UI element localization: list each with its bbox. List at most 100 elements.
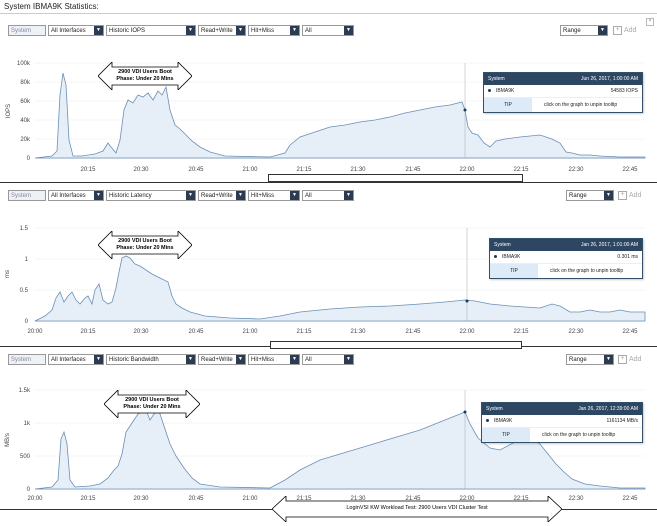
chevron-down-icon: ▼ <box>344 355 353 364</box>
boot-phase-annotation: 2900 VDI Users Boot Phase: Under 20 Mins <box>98 62 192 90</box>
x-tick: 22:30 <box>568 496 584 502</box>
hitmiss-select[interactable]: Hit+Miss ▼ <box>248 190 300 201</box>
y-tick: 60k <box>20 99 31 105</box>
plus-icon: + <box>618 354 627 364</box>
range-select[interactable]: Range ▼ <box>560 25 608 36</box>
x-tick: 22:15 <box>513 329 529 335</box>
x-tick: 22:15 <box>513 167 529 173</box>
x-tick: 22:00 <box>459 496 475 502</box>
add-button[interactable]: + Add <box>613 25 636 36</box>
y-tick: 0 <box>27 487 31 493</box>
filter-select[interactable]: All ▼ <box>302 25 354 36</box>
tooltip-row: IBMA9K 0.301 ms <box>490 251 642 264</box>
x-tick: 21:30 <box>350 329 366 335</box>
y-axis-label: MB/s <box>5 433 11 447</box>
y-tick: 0.5 <box>20 288 29 294</box>
workload-test-text: LoginVSI KW Workload Test: 2900 Users VD… <box>346 505 488 511</box>
x-tick: 20:00 <box>27 329 43 335</box>
iops-scrollbar[interactable] <box>0 182 657 183</box>
readwrite-select[interactable]: Read+Write ▼ <box>198 25 246 36</box>
chevron-down-icon: ▼ <box>94 26 103 35</box>
readwrite-select[interactable]: Read+Write ▼ <box>198 354 246 365</box>
x-tick: 21:15 <box>296 496 312 502</box>
chevron-down-icon: ▼ <box>344 26 353 35</box>
chevron-down-icon: ▼ <box>186 26 195 35</box>
x-tick: 22:00 <box>459 167 475 173</box>
workload-test-annotation: LoginVSI KW Workload Test: 2900 Users VD… <box>272 496 562 522</box>
iops-tooltip[interactable]: System Jun 26, 2017, 1:00:00 AM IBMA9K 545… <box>483 72 643 113</box>
y-tick: 80k <box>20 80 31 86</box>
plus-icon: + <box>618 190 627 200</box>
iops-toolbar: System All Interfaces ▼ Historic IOPS ▼ Re… <box>6 25 646 37</box>
chevron-down-icon: ▼ <box>186 355 195 364</box>
readwrite-select[interactable]: Read+Write ▼ <box>198 190 246 201</box>
range-select[interactable]: Range ▼ <box>566 190 614 201</box>
boot-phase-annotation: 2900 VDI Users Boot Phase: Under 20 Mins <box>104 390 200 418</box>
chevron-down-icon: ▼ <box>604 191 613 200</box>
latency-chart[interactable]: 1.5 1 0.5 0 ms 20:00 20:15 20:30 20:45 2… <box>0 222 657 340</box>
bandwidth-tooltip[interactable]: System Jan 26, 2017, 12:39:00 AM IBMA9K 11… <box>481 402 643 443</box>
x-tick: 21:00 <box>242 167 258 173</box>
x-tick: 21:00 <box>242 329 258 335</box>
range-select[interactable]: Range ▼ <box>566 354 614 365</box>
x-tick: 21:15 <box>296 329 312 335</box>
iops-range-slider[interactable] <box>268 174 523 182</box>
iops-chart[interactable]: 100k 80k 60k 40k 20k 0 IOPS 20:15 20:30 … <box>0 55 657 183</box>
x-tick: 22:30 <box>568 329 584 335</box>
tooltip-footer: TIP click on the graph to unpin tooltip <box>490 264 642 278</box>
filter-select[interactable]: All ▼ <box>302 354 354 365</box>
add-button[interactable]: + Add <box>618 354 641 365</box>
x-tick: 22:45 <box>622 329 638 335</box>
chevron-down-icon: ▼ <box>604 355 613 364</box>
series-dot-icon <box>488 89 491 93</box>
interfaces-select[interactable]: All Interfaces ▼ <box>48 190 104 201</box>
system-select[interactable]: System <box>8 25 46 36</box>
x-tick: 20:00 <box>27 496 43 502</box>
x-tick: 20:30 <box>133 496 149 502</box>
y-tick: 1.5 <box>20 226 29 232</box>
latency-tooltip[interactable]: System Jan 26, 2017, 1:01:00 AM IBMA9K 0.3… <box>489 238 643 279</box>
series-dot-icon <box>486 419 489 423</box>
hitmiss-select[interactable]: Hit+Miss ▼ <box>248 354 300 365</box>
x-tick: 21:45 <box>405 329 421 335</box>
y-axis-label: IOPS <box>6 104 12 118</box>
metric-select[interactable]: Historic IOPS ▼ <box>106 25 196 36</box>
annotation-text: 2900 VDI Users Boot Phase: Under 20 Mins <box>123 397 181 410</box>
bandwidth-chart[interactable]: 1.5k 1k 500 0 MB/s 20:00 20:15 20:30 20:… <box>0 384 657 502</box>
system-select[interactable]: System <box>8 354 46 365</box>
iops-area <box>34 72 646 159</box>
x-tick: 21:30 <box>350 167 366 173</box>
close-icon[interactable]: × <box>646 18 654 26</box>
latency-toolbar: System All Interfaces ▼ Historic Latency ▼… <box>6 190 646 202</box>
chevron-down-icon: ▼ <box>236 355 245 364</box>
x-tick: 22:45 <box>622 167 638 173</box>
x-tick: 20:15 <box>80 329 96 335</box>
hover-point <box>463 108 467 112</box>
hover-point <box>463 410 467 414</box>
tooltip-header: System Jan 26, 2017, 12:39:00 AM <box>482 403 642 415</box>
bandwidth-toolbar: System All Interfaces ▼ Historic Bandwidt… <box>6 354 646 366</box>
chevron-down-icon: ▼ <box>236 191 245 200</box>
x-tick: 20:15 <box>80 496 96 502</box>
y-tick: 0 <box>27 156 31 162</box>
system-select[interactable]: System <box>8 190 46 201</box>
annotation-text: 2900 VDI Users Boot Phase: Under 20 Mins <box>116 238 174 251</box>
tooltip-row: IBMA9K 54583 IOPS <box>484 85 642 98</box>
interfaces-select[interactable]: All Interfaces ▼ <box>48 25 104 36</box>
latency-range-slider[interactable] <box>270 341 522 349</box>
chevron-down-icon: ▼ <box>186 191 195 200</box>
metric-select[interactable]: Historic Latency ▼ <box>106 190 196 201</box>
plus-icon: + <box>613 25 622 35</box>
hitmiss-select[interactable]: Hit+Miss ▼ <box>248 25 300 36</box>
y-tick: 1 <box>25 257 29 263</box>
filter-select[interactable]: All ▼ <box>302 190 354 201</box>
x-tick: 22:15 <box>513 496 529 502</box>
interfaces-select[interactable]: All Interfaces ▼ <box>48 354 104 365</box>
y-tick: 40k <box>20 118 31 124</box>
y-tick: 0 <box>25 319 29 325</box>
x-tick: 20:15 <box>80 167 96 173</box>
add-button[interactable]: + Add <box>618 190 641 201</box>
metric-select[interactable]: Historic Bandwidth ▼ <box>106 354 196 365</box>
x-tick: 21:45 <box>405 167 421 173</box>
chevron-down-icon: ▼ <box>290 26 299 35</box>
